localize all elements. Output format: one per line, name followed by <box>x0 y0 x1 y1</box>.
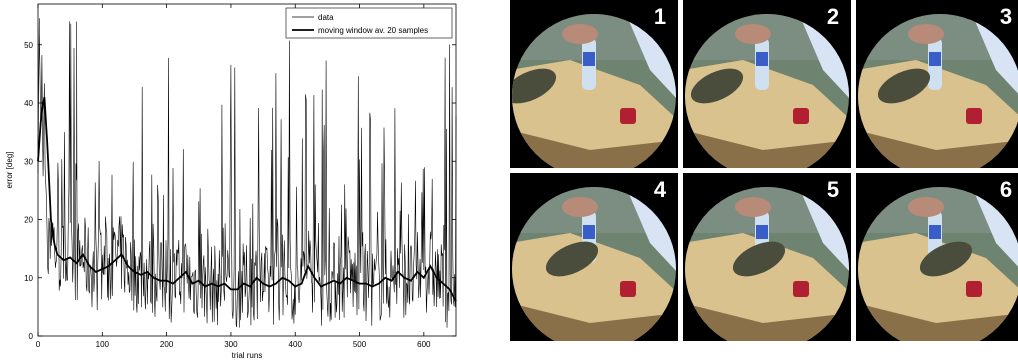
y-tick-label: 20 <box>24 216 33 225</box>
series-moving-average-line <box>37 97 457 302</box>
camera-frame-2: 2 <box>683 0 851 168</box>
axis-ticks: 0 100 200 300 400 500 600 0 10 20 30 40 50 <box>24 4 456 349</box>
legend-box <box>285 7 453 39</box>
camera-image <box>512 14 676 168</box>
camera-image <box>858 14 1018 168</box>
legend: data moving window av. 20 samples <box>285 7 453 39</box>
x-axis-label: trial runs <box>232 351 263 360</box>
frame-number-label: 3 <box>999 4 1013 29</box>
y-tick-label: 10 <box>24 274 33 283</box>
frame-number-label: 2 <box>826 4 840 29</box>
y-axis-label: error [deg] <box>5 152 14 189</box>
error-chart: 0 100 200 300 400 500 600 0 10 20 30 40 50 trial run… <box>0 0 470 362</box>
video-frames-grid: 1 2 3 4 5 6 <box>510 0 1018 362</box>
camera-frame-3: 3 <box>856 0 1018 168</box>
x-tick-label: 300 <box>224 340 238 349</box>
error-chart-svg: 0 100 200 300 400 500 600 0 10 20 30 40 50 trial run… <box>5 3 457 360</box>
y-tick-label: 30 <box>24 157 33 166</box>
frame-number-label: 4 <box>653 177 667 202</box>
x-tick-label: 0 <box>36 340 41 349</box>
frame-number-label: 6 <box>999 177 1013 202</box>
y-tick-label: 0 <box>29 332 34 341</box>
camera-image <box>512 187 676 341</box>
camera-frame-4: 4 <box>510 173 678 341</box>
camera-frame-5: 5 <box>683 173 851 341</box>
x-tick-label: 200 <box>160 340 174 349</box>
x-tick-label: 600 <box>417 340 431 349</box>
camera-image <box>858 187 1018 341</box>
x-tick-label: 400 <box>289 340 303 349</box>
camera-image <box>685 14 849 168</box>
y-tick-label: 40 <box>24 99 33 108</box>
x-tick-label: 500 <box>353 340 367 349</box>
frame-number-label: 1 <box>653 4 667 29</box>
legend-label-moving-average: moving window av. 20 samples <box>318 26 428 35</box>
camera-frame-6: 6 <box>856 173 1018 341</box>
series-data-line <box>37 18 457 328</box>
y-tick-label: 50 <box>24 41 33 50</box>
camera-image <box>685 187 849 341</box>
data-layer <box>37 18 457 328</box>
legend-label-data: data <box>318 13 334 22</box>
frame-number-label: 5 <box>826 177 840 202</box>
x-tick-label: 100 <box>96 340 110 349</box>
camera-frame-1: 1 <box>510 0 678 168</box>
